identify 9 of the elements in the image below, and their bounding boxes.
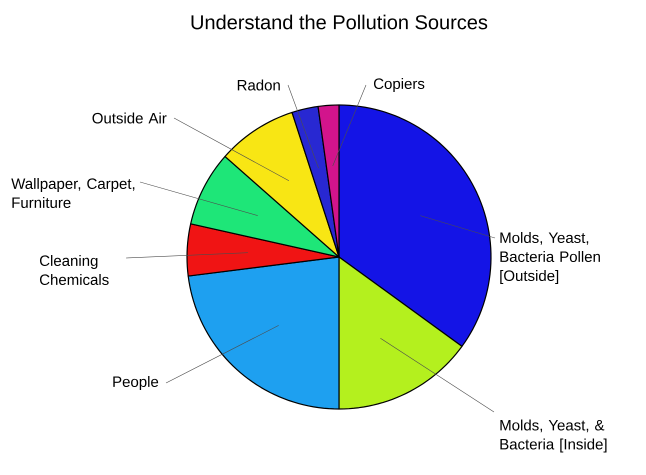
slice-label: People xyxy=(113,376,158,390)
slice-label: Molds, Yeast, & Bacteria [Inside] xyxy=(500,420,606,452)
slice-label: Molds, Yeast, Bacteria Pollen [Outside] xyxy=(500,232,600,284)
slice-label: Outside Air xyxy=(92,112,167,124)
slice-label: Cleaning Chemicals xyxy=(40,254,109,285)
slice-label: Wallpaper, Carpet, Furniture xyxy=(11,178,134,208)
chart-title: Understand the Pollution Sources xyxy=(192,14,488,30)
slice-label: Copiers xyxy=(374,78,424,92)
slice-label: Radon xyxy=(238,79,280,90)
